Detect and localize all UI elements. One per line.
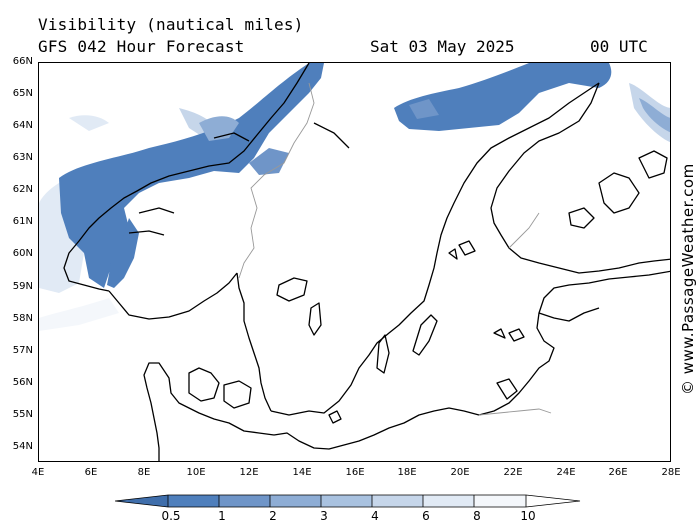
lon-label: 26E [608,467,628,478]
lon-label: 18E [397,467,417,478]
lat-label: 60N [12,248,33,259]
lon-label: 6E [84,467,98,478]
lon-label: 16E [345,467,365,478]
lat-label: 56N [12,377,33,388]
title-date: Sat 03 May 2025 [370,37,515,56]
lon-label: 12E [239,467,259,478]
title-parameter: Visibility (nautical miles) [38,15,304,34]
lat-label: 63N [12,152,33,163]
colorbar-label: 3 [320,509,328,523]
colorbar [115,494,581,508]
colorbar-label: 8 [473,509,481,523]
lat-label: 57N [12,345,33,356]
colorbar-swatch [526,495,580,507]
lon-label: 4E [31,467,45,478]
colorbar-label: 0.5 [161,509,181,523]
lat-label: 54N [12,441,33,452]
colorbar-swatch [270,495,321,507]
lat-label: 61N [12,216,33,227]
lat-label: 59N [12,281,33,292]
colorbar-label: 6 [422,509,430,523]
lon-label: 14E [292,467,312,478]
lat-label: 64N [12,120,33,131]
lat-label: 66N [12,56,33,67]
visibility-low [59,63,612,288]
lat-label: 58N [12,313,33,324]
lon-label: 8E [137,467,151,478]
colorbar-label: 4 [371,509,379,523]
colorbar-swatch [474,495,526,507]
colorbar-swatch [372,495,423,507]
lon-label: 10E [186,467,206,478]
colorbar-swatch [219,495,270,507]
colorbar-swatch [321,495,372,507]
visibility-haze [39,83,670,331]
visibility-map [38,62,671,462]
country-border [238,82,552,416]
map-canvas [39,63,670,461]
lat-label: 65N [12,88,33,99]
colorbar-swatch [168,495,219,507]
title-forecast: GFS 042 Hour Forecast [38,37,245,56]
lon-label: 28E [661,467,681,478]
colorbar-label: 10 [520,509,536,523]
colorbar-label: 1 [218,509,226,523]
colorbar-swatch [115,495,168,507]
coastline [63,63,670,461]
lat-label: 62N [12,184,33,195]
watermark-text: © www.PassageWeather.com [679,163,697,395]
lon-label: 22E [503,467,523,478]
lon-label: 20E [450,467,470,478]
lat-label: 55N [12,409,33,420]
lon-label: 24E [556,467,576,478]
colorbar-label: 2 [269,509,277,523]
colorbar-swatch [423,495,474,507]
title-time: 00 UTC [590,37,648,56]
